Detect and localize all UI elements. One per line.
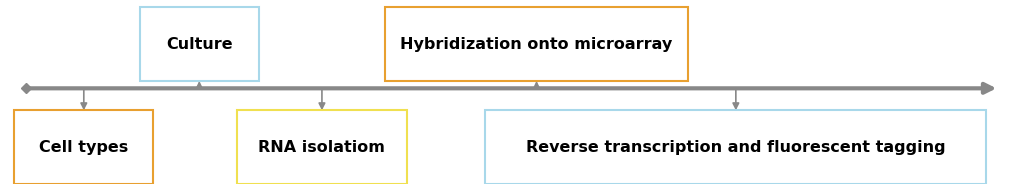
Text: Hybridization onto microarray: Hybridization onto microarray <box>401 37 672 52</box>
Text: Culture: Culture <box>166 37 233 52</box>
Text: Reverse transcription and fluorescent tagging: Reverse transcription and fluorescent ta… <box>526 140 945 155</box>
FancyBboxPatch shape <box>237 110 407 184</box>
FancyBboxPatch shape <box>14 110 153 184</box>
Text: Cell types: Cell types <box>39 140 129 155</box>
FancyBboxPatch shape <box>140 7 259 81</box>
FancyBboxPatch shape <box>385 7 688 81</box>
Text: RNA isolatiom: RNA isolatiom <box>259 140 385 155</box>
FancyBboxPatch shape <box>485 110 986 184</box>
